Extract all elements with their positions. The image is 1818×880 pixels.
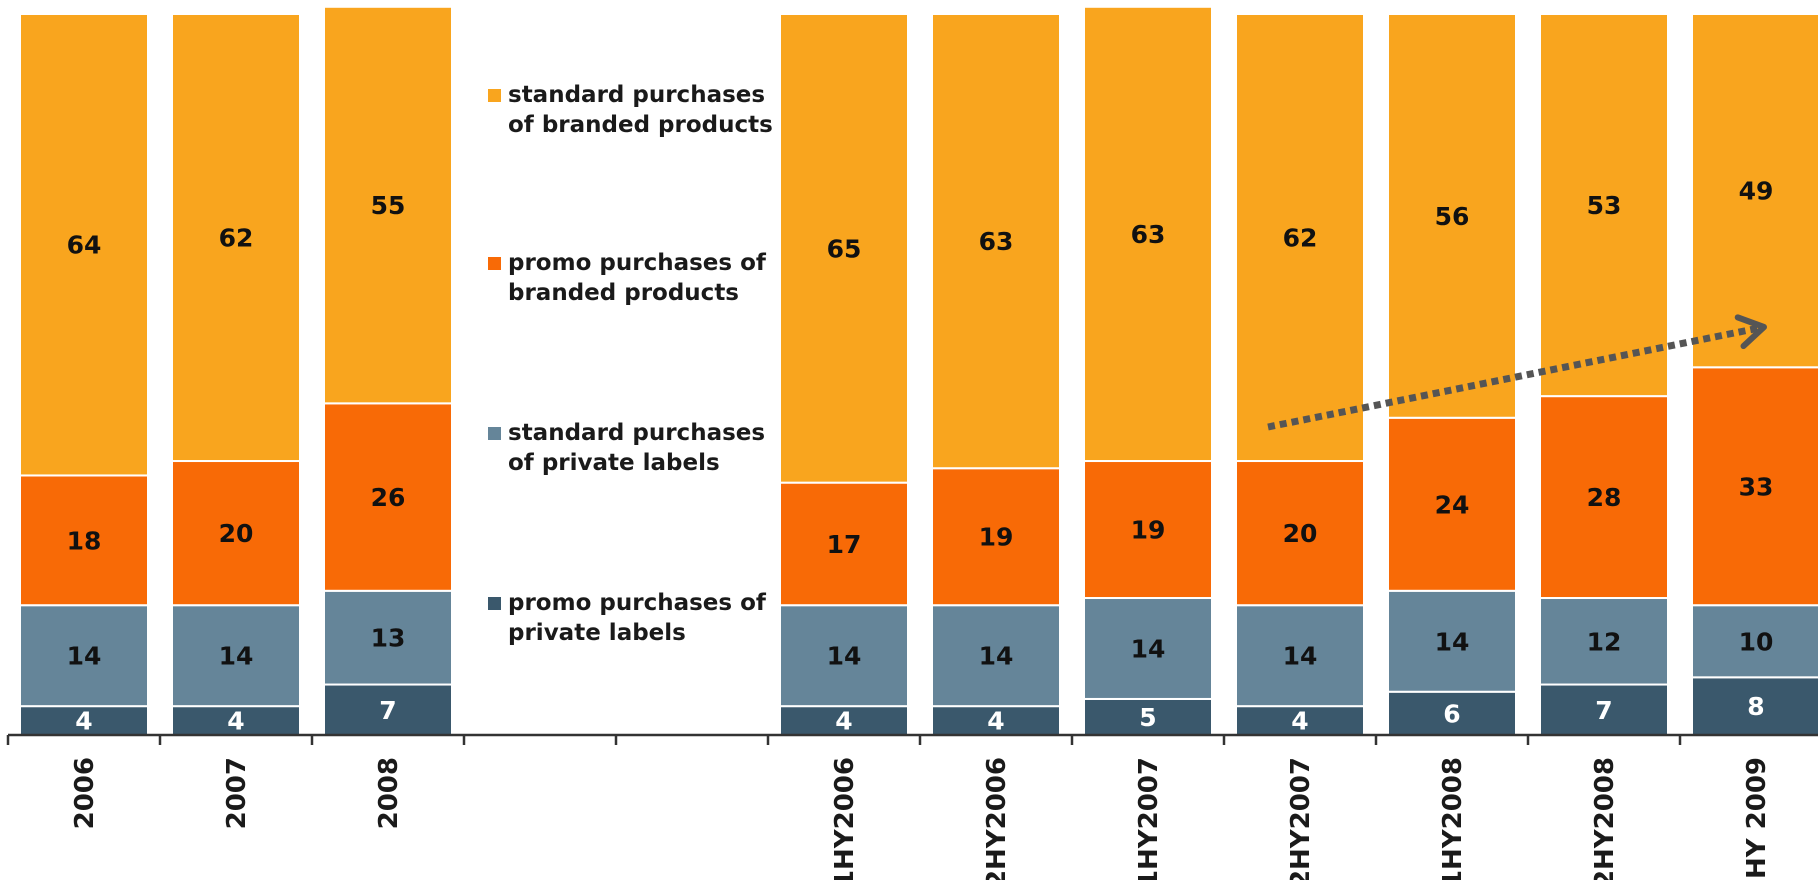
x-tick-label-2008: 2008 — [374, 757, 404, 829]
bar-segment-1hy2008-standard-purchases-of-branded-products — [1387, 13, 1517, 419]
data-label-1hy-2009-promo-purchases-of-private-labels: 8 — [1747, 692, 1764, 721]
data-label-2006-promo-purchases-of-branded-products: 18 — [67, 526, 102, 555]
bar-segment-2hy2008-promo-purchases-of-branded-products — [1539, 395, 1669, 600]
data-label-2hy2006-standard-purchases-of-private-labels: 14 — [979, 642, 1014, 671]
bar-segment-1hy-2009-standard-purchases-of-private-labels — [1691, 604, 1818, 679]
x-tick-label-1hy2008: 1HY2008 — [1438, 757, 1468, 880]
bar-segment-2008-promo-purchases-of-branded-products — [323, 402, 453, 592]
legend-item-standard-branded: standard purchases of branded products — [488, 80, 788, 140]
trend-arrow-head — [1734, 314, 1767, 350]
data-label-1hy2008-promo-purchases-of-branded-products: 24 — [1435, 490, 1470, 519]
data-label-2007-promo-purchases-of-branded-products: 20 — [219, 519, 254, 548]
legend-label-standard-branded-line1: standard purchases — [508, 82, 766, 108]
x-tick-label-2007: 2007 — [222, 757, 252, 829]
data-label-1hy2007-standard-purchases-of-branded-products: 63 — [1131, 220, 1166, 249]
legend-label-standard-private-line2: of private labels — [508, 450, 720, 476]
bar-segment-1hy2008-standard-purchases-of-private-labels — [1387, 589, 1517, 693]
data-label-2007-standard-purchases-of-branded-products: 62 — [219, 224, 254, 253]
bar-segment-2hy2007-promo-purchases-of-branded-products — [1235, 460, 1365, 607]
x-tick-label-2hy2008: 2HY2008 — [1590, 757, 1620, 880]
data-label-1hy-2009-promo-purchases-of-branded-products: 33 — [1739, 472, 1774, 501]
bar-segment-1hy2008-promo-purchases-of-private-labels — [1387, 690, 1517, 736]
legend-swatch-promo-private — [488, 597, 501, 610]
data-label-2hy2006-standard-purchases-of-branded-products: 63 — [979, 227, 1014, 256]
data-label-2hy2008-standard-purchases-of-branded-products: 53 — [1587, 191, 1622, 220]
data-label-2hy2006-promo-purchases-of-branded-products: 19 — [979, 523, 1014, 552]
data-label-1hy2007-standard-purchases-of-private-labels: 14 — [1131, 634, 1166, 663]
legend-swatch-standard-branded — [488, 89, 501, 102]
legend-label-promo-branded-line2: branded products — [508, 280, 739, 306]
data-label-2hy2007-standard-purchases-of-branded-products: 62 — [1283, 224, 1318, 253]
bar-segment-2hy2006-promo-purchases-of-branded-products — [931, 467, 1061, 607]
bar-segment-1hy-2009-standard-purchases-of-branded-products — [1691, 13, 1818, 369]
data-label-1hy2006-promo-purchases-of-private-labels: 4 — [835, 707, 852, 736]
data-label-1hy2006-standard-purchases-of-private-labels: 14 — [827, 642, 862, 671]
data-label-2006-standard-purchases-of-private-labels: 14 — [67, 642, 102, 671]
bar-segment-2007-promo-purchases-of-branded-products — [171, 460, 301, 607]
data-label-2hy2008-standard-purchases-of-private-labels: 12 — [1587, 627, 1622, 656]
legend-label-promo-private-line2: private labels — [508, 620, 686, 646]
bar-segment-2007-standard-purchases-of-branded-products — [171, 13, 301, 463]
bar-segment-1hy2006-standard-purchases-of-branded-products — [779, 13, 909, 484]
data-label-1hy2006-standard-purchases-of-branded-products: 65 — [827, 234, 862, 263]
legend-label-promo-branded-line1: promo purchases of — [508, 250, 766, 276]
bar-segment-1hy2007-standard-purchases-of-branded-products — [1083, 5, 1213, 463]
data-label-1hy2007-promo-purchases-of-private-labels: 5 — [1139, 703, 1156, 732]
data-label-1hy2008-standard-purchases-of-branded-products: 56 — [1435, 202, 1470, 231]
bar-segment-1hy-2009-promo-purchases-of-branded-products — [1691, 366, 1818, 607]
data-label-2hy2007-standard-purchases-of-private-labels: 14 — [1283, 642, 1318, 671]
data-label-2006-standard-purchases-of-branded-products: 64 — [67, 231, 102, 260]
bar-segment-1hy2006-promo-purchases-of-branded-products — [779, 481, 909, 607]
data-label-2hy2008-promo-purchases-of-private-labels: 7 — [1595, 696, 1612, 725]
bar-segment-2hy2008-standard-purchases-of-branded-products — [1539, 13, 1669, 398]
x-tick-label-1hy2006: 1HY2006 — [830, 757, 860, 880]
bar-segment-1hy2007-promo-purchases-of-branded-products — [1083, 460, 1213, 600]
bar-segment-2hy2007-standard-purchases-of-branded-products — [1235, 13, 1365, 463]
legend-label-promo-private-line1: promo purchases of — [508, 590, 766, 616]
legend-swatch-promo-branded — [488, 257, 501, 270]
data-label-2008-promo-purchases-of-private-labels: 7 — [379, 696, 396, 725]
bar-segment-2hy2006-standard-purchases-of-branded-products — [931, 13, 1061, 470]
data-label-2006-promo-purchases-of-private-labels: 4 — [75, 707, 92, 736]
data-label-2hy2008-promo-purchases-of-branded-products: 28 — [1587, 483, 1622, 512]
bar-segment-2006-standard-purchases-of-branded-products — [19, 13, 149, 477]
data-label-2hy2006-promo-purchases-of-private-labels: 4 — [987, 707, 1004, 736]
data-label-2hy2007-promo-purchases-of-private-labels: 4 — [1291, 707, 1308, 736]
legend-item-standard-private: standard purchases of private labels — [488, 418, 788, 478]
bar-segment-2007-standard-purchases-of-private-labels — [171, 604, 301, 708]
data-label-1hy2007-promo-purchases-of-branded-products: 19 — [1131, 516, 1166, 545]
data-label-2008-standard-purchases-of-private-labels: 13 — [371, 624, 406, 653]
legend-swatch-standard-private — [488, 427, 501, 440]
data-label-1hy-2009-standard-purchases-of-private-labels: 10 — [1739, 627, 1774, 656]
x-tick-label-2hy2006: 2HY2006 — [982, 757, 1012, 880]
bar-segment-2008-standard-purchases-of-branded-products — [323, 5, 453, 405]
x-tick-label-2006: 2006 — [70, 757, 100, 829]
data-label-1hy-2009-standard-purchases-of-branded-products: 49 — [1739, 177, 1774, 206]
bar-segment-2008-standard-purchases-of-private-labels — [323, 589, 453, 686]
data-label-1hy2008-standard-purchases-of-private-labels: 14 — [1435, 627, 1470, 656]
data-label-1hy2006-promo-purchases-of-branded-products: 17 — [827, 530, 862, 559]
bar-segment-2hy2008-standard-purchases-of-private-labels — [1539, 597, 1669, 686]
data-label-2007-standard-purchases-of-private-labels: 14 — [219, 642, 254, 671]
bar-segment-2hy2006-promo-purchases-of-private-labels — [931, 705, 1061, 736]
x-tick-label-1hy-2009: 1HY 2009 — [1742, 757, 1772, 880]
data-label-2008-standard-purchases-of-branded-products: 55 — [371, 191, 406, 220]
x-tick-label-1hy2007: 1HY2007 — [1134, 757, 1164, 880]
legend-label-standard-branded-line2: of branded products — [508, 112, 773, 138]
legend-item-promo-branded: promo purchases of branded products — [488, 248, 788, 308]
legend-item-promo-private: promo purchases of private labels — [488, 588, 788, 648]
bar-segment-2hy2007-standard-purchases-of-private-labels — [1235, 604, 1365, 708]
bar-segment-2hy2006-standard-purchases-of-private-labels — [931, 604, 1061, 708]
trend-arrow-line — [1267, 323, 1765, 431]
x-tick-label-2hy2007: 2HY2007 — [1286, 757, 1316, 880]
data-label-2008-promo-purchases-of-branded-products: 26 — [371, 483, 406, 512]
data-label-1hy2008-promo-purchases-of-private-labels: 6 — [1443, 699, 1460, 728]
legend-label-standard-private-line1: standard purchases — [508, 420, 766, 446]
bar-segment-2006-standard-purchases-of-private-labels — [19, 604, 149, 708]
data-label-2007-promo-purchases-of-private-labels: 4 — [227, 707, 244, 736]
data-label-2hy2007-promo-purchases-of-branded-products: 20 — [1283, 519, 1318, 548]
